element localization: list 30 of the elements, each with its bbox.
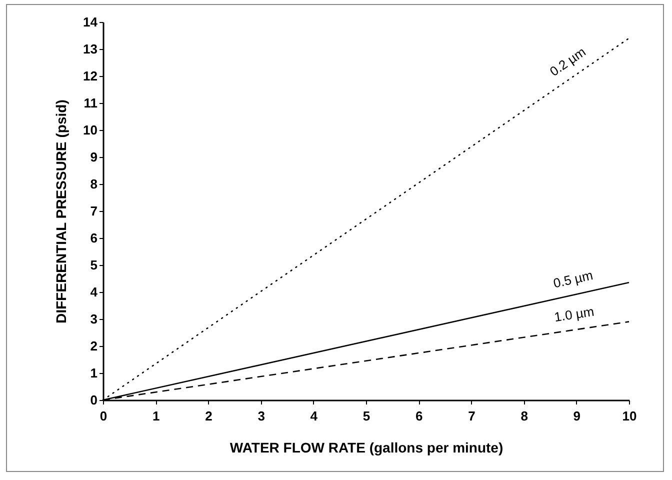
text: 1.0 µm: [553, 304, 596, 325]
x-tick-label: 8: [520, 408, 528, 424]
x-tick-label: 3: [258, 408, 265, 424]
text: 0.2 µm: [546, 44, 588, 80]
y-tick-label: 5: [90, 258, 98, 272]
x-tick-label: 4: [310, 408, 318, 424]
y-tick-label: 3: [90, 312, 98, 326]
x-tick-label: 10: [622, 408, 637, 424]
y-tick-label: 11: [84, 96, 98, 110]
y-tick-label: 13: [83, 42, 98, 56]
x-axis-title: WATER FLOW RATE (gallons per minute): [230, 440, 504, 456]
y-axis-title: DIFFERENTIAL PRESSURE (psid): [53, 100, 70, 324]
y-tick-label: 12: [83, 68, 98, 84]
x-tick-label: 6: [415, 408, 423, 424]
y-tick-label: 4: [90, 284, 98, 300]
y-tick-label: 7: [90, 204, 98, 218]
x-tick-label: 2: [205, 408, 212, 424]
y-tick-label: 2: [90, 338, 98, 354]
y-tick-label: 8: [90, 176, 98, 192]
text: 0.5 µm: [552, 267, 594, 291]
y-tick-label: 6: [90, 230, 98, 246]
y-tick-label: 0: [90, 392, 98, 408]
y-tick-label: 10: [83, 122, 98, 138]
x-tick-label: 1: [152, 408, 160, 424]
y-tick-label: 9: [90, 150, 98, 164]
x-tick-label: 5: [362, 408, 370, 424]
x-tick-label: 7: [468, 408, 476, 424]
x-tick-label: 9: [573, 408, 581, 424]
y-tick-label: 1: [90, 366, 98, 380]
y-tick-label: 14: [83, 14, 98, 30]
